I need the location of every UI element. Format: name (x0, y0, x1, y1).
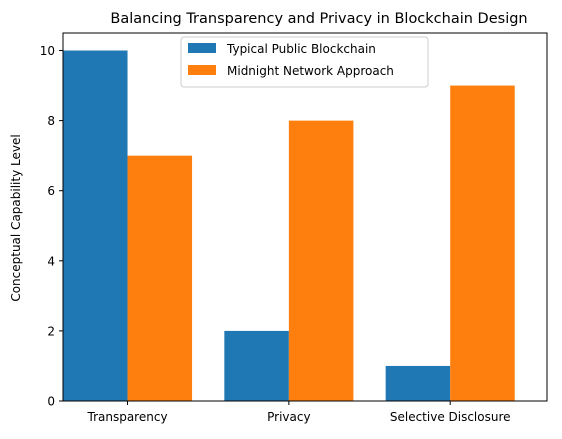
x-tick-label-privacy: Privacy (267, 410, 310, 424)
bar-midnight-network-approach-selective-disclosure (450, 85, 515, 401)
y-tick-label: 4 (47, 254, 55, 268)
legend-label-typical-public-blockchain: Typical Public Blockchain (226, 42, 376, 56)
bar-typical-public-blockchain-privacy (224, 330, 289, 401)
y-tick-label: 0 (47, 395, 55, 409)
legend-swatch-midnight-network-approach (188, 65, 216, 75)
y-tick-label: 8 (47, 114, 55, 128)
legend: Typical Public Blockchain Midnight Netwo… (180, 36, 429, 88)
x-tick-label-transparency: Transparency (87, 410, 168, 424)
legend-swatch-typical-public-blockchain (188, 43, 216, 53)
y-axis-label: Conceptual Capability Level (9, 134, 23, 301)
y-tick-label: 2 (47, 324, 55, 338)
plot-frame (62, 32, 548, 402)
bars-layer (63, 50, 515, 402)
legend-label-midnight-network-approach: Midnight Network Approach (227, 64, 394, 78)
y-tick-label: 6 (47, 184, 55, 198)
x-tick-label-selective-disclosure: Selective Disclosure (390, 410, 511, 424)
bar-typical-public-blockchain-transparency (63, 50, 128, 402)
y-tick-label: 10 (40, 44, 55, 58)
chart-title: Balancing Transparency and Privacy in Bl… (110, 11, 527, 27)
y-axis: 0 2 4 6 8 10 (40, 44, 63, 409)
bar-typical-public-blockchain-selective-disclosure (385, 365, 451, 401)
x-axis: Transparency Privacy Selective Disclosure (87, 401, 511, 424)
bar-midnight-network-approach-privacy (288, 120, 354, 402)
legend-box (180, 36, 429, 88)
bar-midnight-network-approach-transparency (127, 155, 193, 401)
